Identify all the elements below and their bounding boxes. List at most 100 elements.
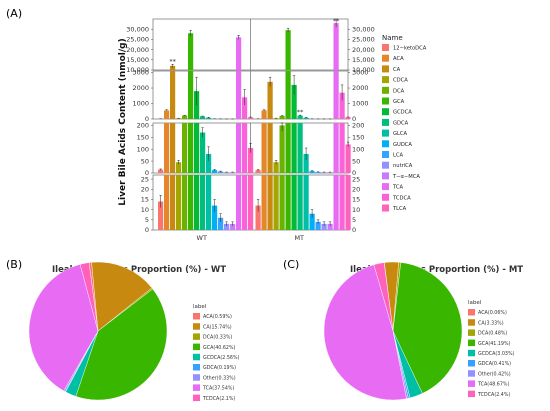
pie-legend-swatch [468, 390, 475, 398]
bar-mt [333, 175, 339, 230]
y-tick-label-right: 0 [352, 226, 356, 234]
bar-wt [194, 175, 200, 230]
bar-wt [200, 175, 206, 230]
bar-chart: 10,000 10,000 15,000 15,000 20,000 20,000 25,0… [118, 17, 427, 242]
bar-wt [194, 123, 200, 173]
pie-legend-swatch [193, 333, 200, 340]
pie-legend-swatch [468, 339, 475, 347]
y-tick-label-right: 10 [352, 206, 360, 214]
significance-marker: ** [297, 108, 304, 116]
y-tick-label-right: 3000 [352, 69, 369, 77]
bar-mt [315, 172, 321, 173]
bar-wt [170, 71, 176, 119]
pie-legend-label: GCA(41.19%) [478, 341, 511, 347]
bar-wt [170, 65, 176, 70]
y-tick-label-right: 15,000 [352, 56, 375, 64]
y-tick-label: 15 [141, 196, 149, 204]
bar-mt [255, 170, 261, 173]
y-tick-label: 150 [137, 133, 149, 141]
y-tick-label: 100 [137, 145, 149, 153]
pie-legend-swatch [193, 394, 200, 402]
legend-label: 12−ketoDCA [393, 46, 427, 52]
y-tick-label: 20,000 [126, 46, 149, 54]
bar-wt [200, 132, 206, 173]
bar-wt [230, 223, 236, 230]
bar-mt [303, 153, 309, 173]
bar-wt [188, 71, 194, 119]
y-tick-label: 25,000 [126, 36, 149, 44]
pie-slice [28, 264, 99, 392]
legend-swatch [382, 54, 389, 62]
pie-legend-title: label [193, 304, 207, 310]
bar-wt [164, 123, 170, 173]
bar-wt [248, 175, 254, 230]
bar-wt [242, 123, 248, 173]
bar-mt [297, 175, 303, 230]
bar-mt [279, 175, 285, 230]
y-tick-label-right: 5 [352, 216, 356, 224]
legend-swatch [382, 183, 389, 191]
bar-wt [212, 170, 218, 173]
bar-mt [345, 144, 351, 173]
panel-label-c: (C) [283, 258, 299, 271]
bar-mt [327, 172, 333, 173]
y-axis-title: Liver Bile Acids Content (nmol/g) [118, 38, 128, 205]
bar-mt [345, 175, 351, 230]
pie-legend-swatch [468, 380, 475, 387]
bar-mt [333, 23, 339, 70]
bar-wt [188, 33, 194, 70]
pie-legend-swatch [193, 323, 200, 330]
pie-legend-title: label [468, 300, 482, 306]
bar-mt [333, 123, 339, 173]
bar-mt [267, 81, 273, 119]
pie-legend-swatch [468, 349, 475, 357]
y-tick-label-right: 100 [352, 145, 364, 153]
bar-mt [321, 223, 327, 230]
bar-wt [182, 123, 188, 173]
bar-wt [248, 148, 254, 173]
bar-mt [279, 125, 285, 173]
bar-mt [279, 115, 285, 119]
legend-swatch [382, 97, 389, 105]
legend-label: GCDCA [393, 110, 412, 116]
pie-legend-label: TCA(37.54%) [202, 386, 234, 392]
bar-wt [170, 123, 176, 173]
legend-swatch [382, 118, 389, 126]
pie-legend-label: ACA(0.06%) [478, 310, 507, 316]
legend-label: CA [393, 67, 401, 73]
bar-mt [285, 71, 291, 119]
y-tick-label: 0 [145, 115, 149, 123]
panel-label-a: (A) [6, 7, 22, 20]
pie-legend-swatch [468, 329, 475, 336]
legend-swatch [382, 86, 389, 94]
bar-mt [285, 175, 291, 230]
legend-label: GDCA [393, 120, 409, 126]
y-tick-label-right: 200 [352, 122, 364, 130]
y-tick-label-right: 2000 [352, 84, 369, 92]
bar-wt [236, 37, 242, 70]
legend-label: ACA [393, 56, 404, 62]
pie-slice [75, 288, 168, 401]
bar-mt [273, 175, 279, 230]
y-tick-label: 3000 [132, 69, 149, 77]
bar-wt [164, 175, 170, 230]
pie-legend-label: Other(0.42%) [478, 371, 511, 377]
significance-marker: ** [333, 17, 340, 25]
bar-wt [188, 175, 194, 230]
bar-wt [158, 169, 164, 173]
bar-wt [224, 223, 230, 230]
bar-wt [230, 172, 236, 173]
bar-wt [170, 175, 176, 230]
legend-label: CDCA [393, 78, 408, 84]
bar-wt [212, 205, 218, 230]
bar-mt [261, 175, 267, 230]
pie-legend-swatch [468, 309, 475, 316]
bar-wt [200, 116, 206, 119]
bar-mt [303, 175, 309, 230]
pie-legend-label: DCA(0.48%) [478, 331, 507, 337]
bar-wt [176, 175, 182, 230]
legend-title: Name [382, 34, 403, 42]
bar-mt [261, 110, 267, 119]
bar-mt [339, 175, 345, 230]
